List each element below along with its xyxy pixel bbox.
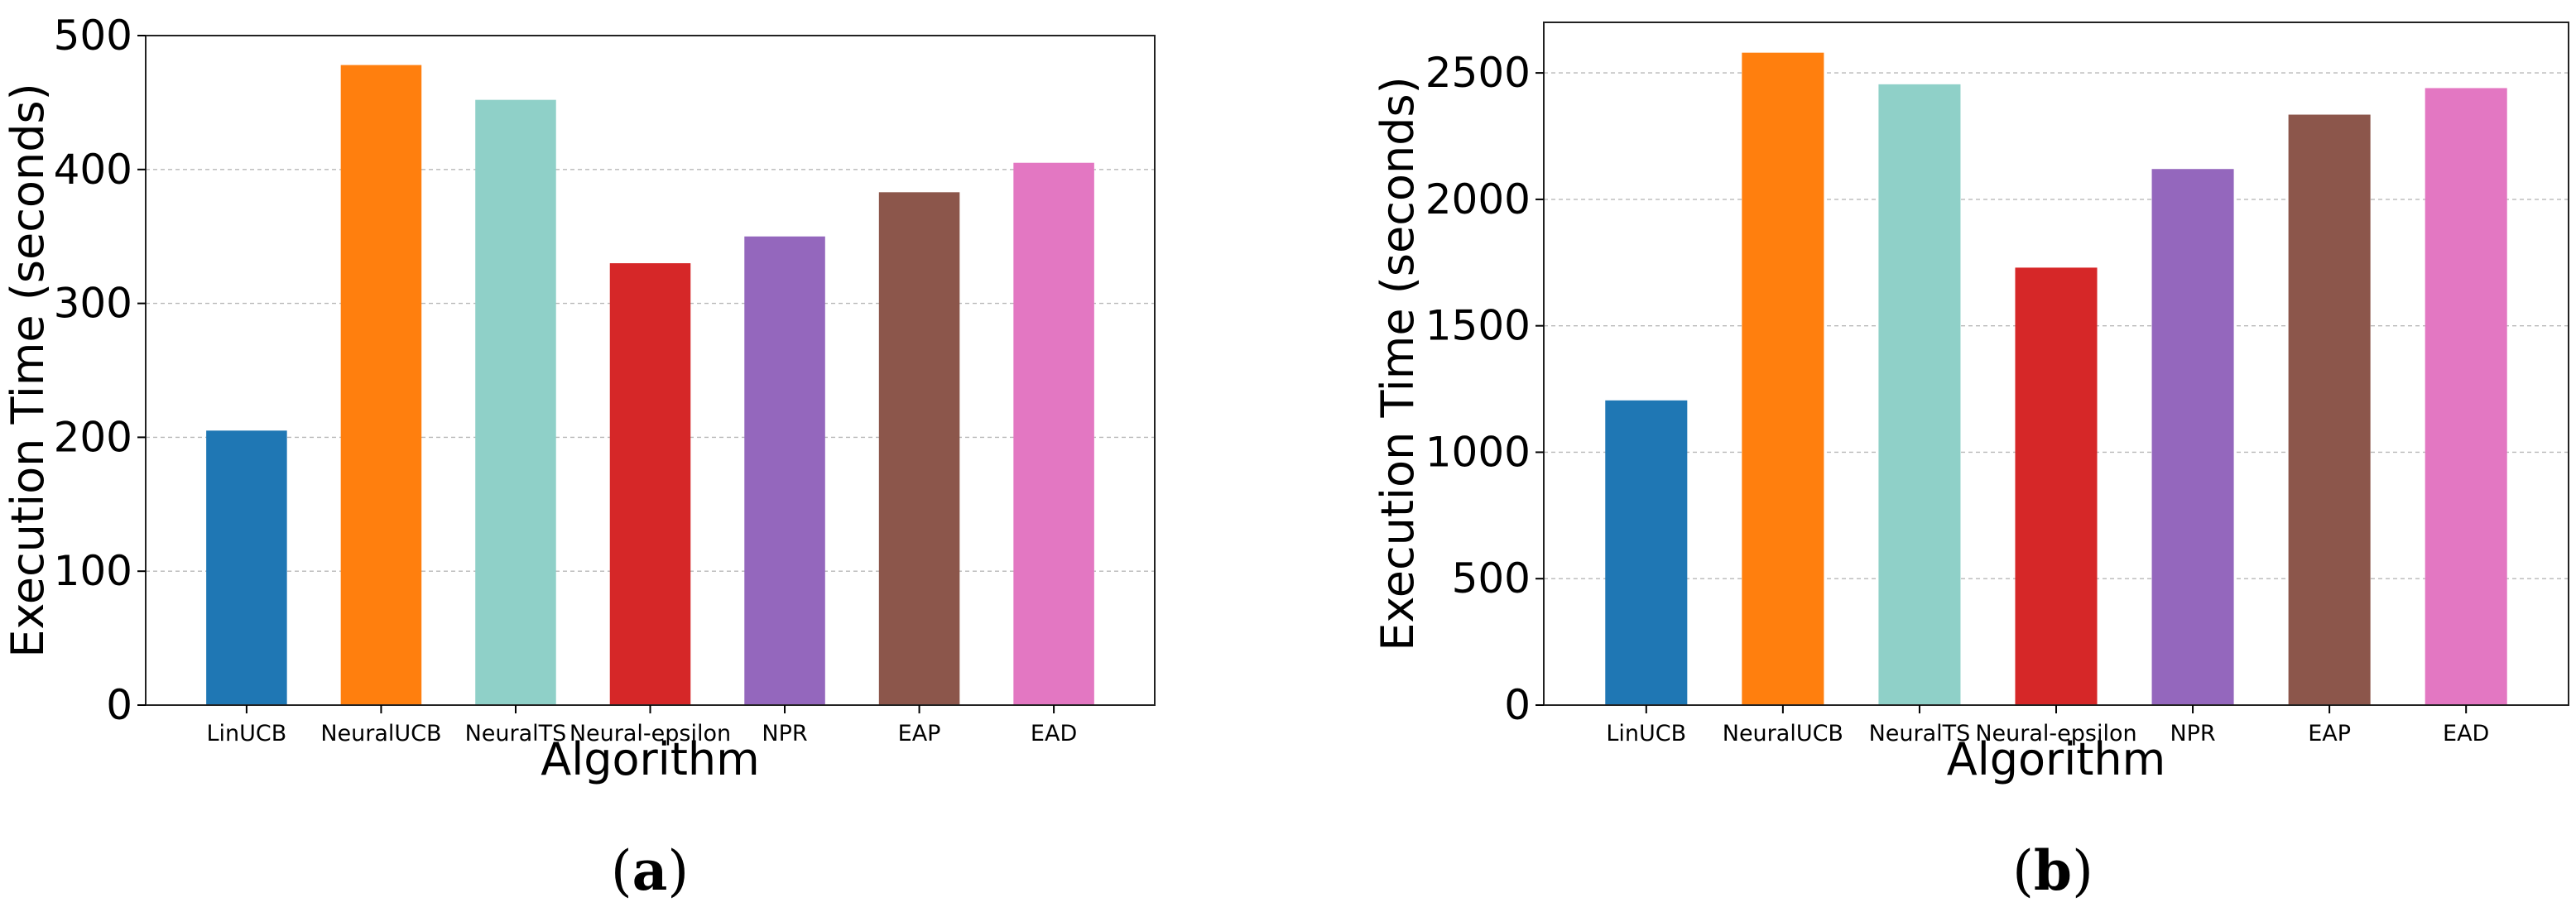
- y-tick-label: 100: [54, 547, 132, 595]
- bar-neuralts: [1878, 84, 1961, 706]
- y-tick-label: 500: [54, 12, 132, 60]
- y-tick-label: 500: [1452, 554, 1531, 602]
- bar-ead: [2425, 88, 2507, 705]
- bar-neuralucb: [1742, 52, 1824, 705]
- x-tick-label: EAP: [898, 721, 941, 746]
- x-tick-label: NeuralTS: [1869, 721, 1971, 746]
- bar-ead: [1013, 162, 1094, 705]
- bar-eap: [2288, 114, 2371, 705]
- bar-eap: [878, 192, 960, 705]
- y-tick-label: 300: [54, 280, 132, 328]
- bar-linucb: [206, 430, 287, 705]
- bar-npr: [2151, 169, 2234, 705]
- y-tick-label: 2000: [1425, 175, 1531, 223]
- y-axis-label: Execution Time (seconds): [2, 83, 54, 657]
- y-tick-label: 1500: [1425, 302, 1531, 350]
- x-tick-label: LinUCB: [207, 721, 287, 746]
- bar-neural-epsilon: [609, 263, 691, 705]
- bar-neuralucb: [340, 65, 422, 705]
- x-tick-label: EAP: [2308, 721, 2351, 746]
- x-tick-label: EAD: [2443, 721, 2489, 746]
- bar-linucb: [1605, 400, 1688, 705]
- x-tick-label: LinUCB: [1606, 721, 1686, 746]
- chart-b: 0 500 1000 1500 2000 2500 LinUCB NeuralUCB Neura…: [1372, 22, 2569, 903]
- bar-npr: [744, 236, 825, 705]
- x-tick-label: EAD: [1031, 721, 1077, 746]
- y-tick-label: 0: [1504, 681, 1531, 729]
- x-tick-label: NPR: [2170, 721, 2215, 746]
- x-tick-label: NPR: [762, 721, 807, 746]
- y-tick-label: 2500: [1425, 49, 1531, 97]
- y-tick-label: 400: [54, 146, 132, 194]
- y-tick-label: 200: [54, 413, 132, 461]
- subfigure-caption: (a): [611, 838, 689, 903]
- x-tick-label: NeuralTS: [465, 721, 567, 746]
- bar-neural-epsilon: [2015, 267, 2098, 705]
- y-tick-label: 1000: [1425, 428, 1531, 476]
- bar-neuralts: [475, 99, 556, 705]
- subfigure-caption: (b): [2012, 838, 2093, 903]
- y-tick-label: 0: [106, 681, 132, 729]
- x-tick-label: NeuralUCB: [1723, 721, 1843, 746]
- x-axis-label: Algorithm: [1947, 733, 2165, 785]
- y-axis-label: Execution Time (seconds): [1372, 76, 1424, 650]
- x-tick-label: Neural-epsilon: [1975, 721, 2136, 746]
- x-tick-label: Neural-epsilon: [570, 721, 731, 746]
- x-axis-label: Algorithm: [541, 733, 759, 785]
- x-tick-label: NeuralUCB: [320, 721, 441, 746]
